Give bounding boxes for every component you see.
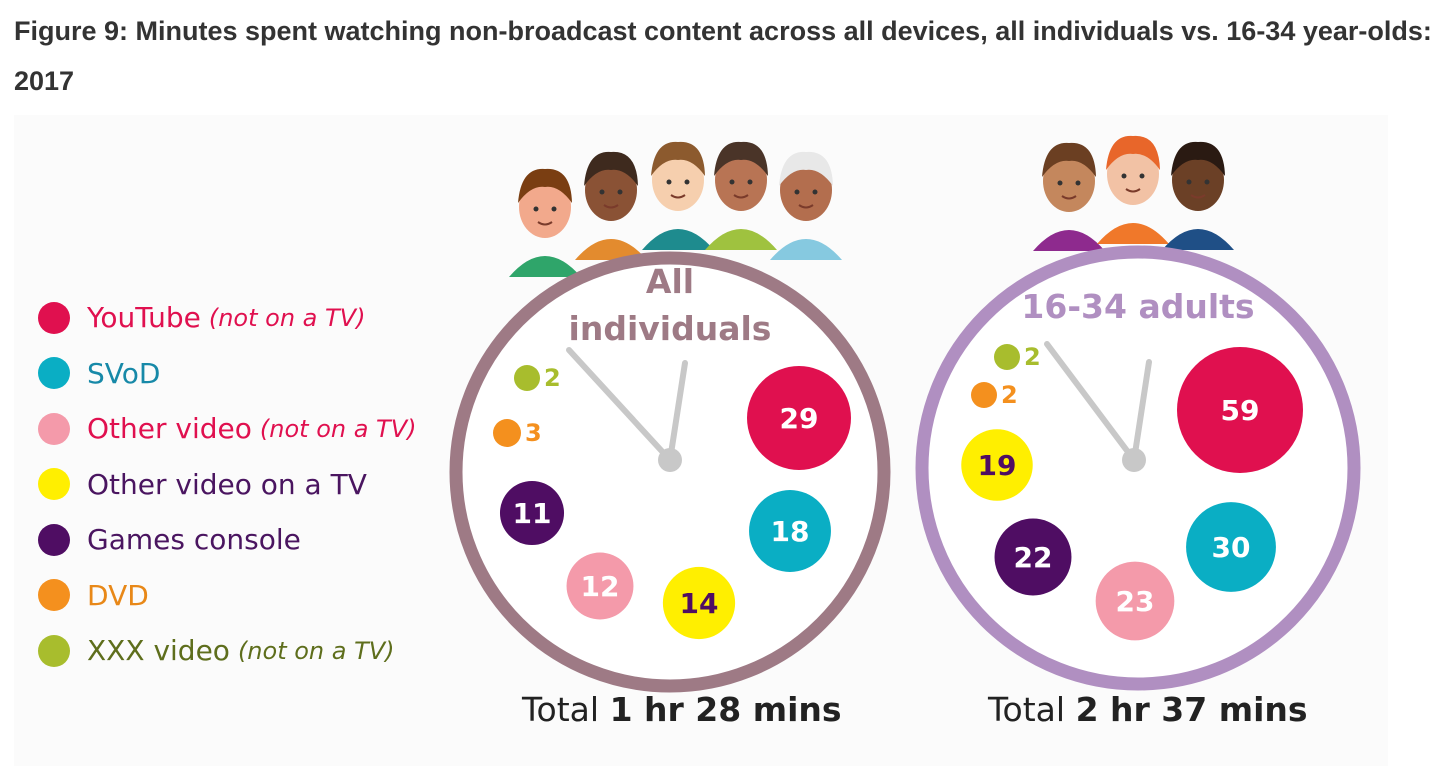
bubble-1634-games-console	[994, 518, 1072, 596]
chart-title: Figure 9: Minutes spent watching non-bro…	[14, 16, 1432, 96]
bubble-all-other-video-tv	[662, 566, 736, 640]
legend-note-xxx-video: (not on a TV)	[237, 636, 395, 665]
bubble-label-all-svod: 18	[771, 515, 810, 548]
clock-title-all-line1: individuals	[569, 309, 772, 348]
person-b1	[1033, 142, 1105, 251]
legend-swatch-svod	[38, 357, 70, 390]
bubble-1634-youtube	[1177, 347, 1303, 473]
legend-label-youtube: YouTube	[87, 301, 201, 335]
person-a1	[509, 168, 581, 277]
legend-swatch-xxx-video	[38, 634, 70, 667]
legend: YouTube (not on a TV) SVoD Other video (…	[38, 290, 417, 679]
bubble-all-other-video	[566, 552, 634, 620]
bubble-all-svod	[749, 490, 831, 572]
clock-hand-all-0	[566, 347, 673, 463]
legend-label-games-console: Games console	[87, 523, 301, 557]
clock-hand-1634-0	[1044, 341, 1137, 463]
legend-item-games-console: Games console	[38, 512, 417, 568]
clock-center-all	[658, 448, 682, 472]
bubble-all-youtube	[747, 366, 851, 470]
person-a4	[705, 141, 777, 250]
person-b3	[1162, 141, 1234, 250]
clock-center-1634	[1122, 448, 1146, 472]
legend-item-xxx-video: XXX video (not on a TV)	[38, 623, 417, 679]
bubble-label-1634-games-console: 22	[1014, 541, 1053, 574]
clock-all: All individuals 29 18 12 14 11 32	[449, 141, 891, 693]
bubble-label-1634-youtube: 59	[1221, 394, 1260, 427]
total-all-individuals: Total 1 hr 28 mins	[522, 690, 842, 729]
bubble-label-all-games-console: 11	[513, 497, 552, 530]
bubble-label-all-dvd: 3	[525, 419, 542, 447]
legend-swatch-dvd	[38, 579, 70, 612]
legend-swatch-other-video	[38, 412, 70, 445]
bubble-label-all-youtube: 29	[780, 402, 819, 435]
legend-item-dvd: DVD	[38, 568, 417, 624]
legend-item-other-video: Other video (not on a TV)	[38, 401, 417, 457]
person-b2	[1097, 135, 1169, 244]
legend-label-other-video: Other video	[87, 412, 252, 446]
clock-title-1634: 16-34 adults	[1021, 287, 1254, 326]
people-illustration-1634	[1033, 135, 1234, 251]
bubble-1634-svod	[1186, 502, 1276, 592]
legend-label-dvd: DVD	[87, 578, 149, 612]
bubble-label-1634-xxx-video: 2	[1024, 343, 1041, 371]
bubble-label-all-other-video-tv: 14	[680, 587, 719, 620]
bubble-1634-xxx-video	[994, 344, 1020, 370]
person-a5	[770, 151, 842, 260]
person-a2	[575, 151, 647, 260]
clock-hand-all-1	[667, 360, 688, 463]
legend-note-other-video: (not on a TV)	[259, 414, 417, 443]
legend-item-youtube: YouTube (not on a TV)	[38, 290, 417, 346]
legend-label-other-video-tv: Other video on a TV	[87, 467, 367, 501]
bubble-1634-other-video-tv	[961, 429, 1033, 501]
bubble-1634-dvd	[971, 382, 997, 408]
bubble-all-games-console	[499, 480, 565, 546]
legend-item-other-video-tv: Other video on a TV	[38, 457, 417, 513]
total-16-34: Total 2 hr 37 mins	[988, 690, 1308, 729]
people-illustration-all	[509, 141, 842, 277]
bubble-all-dvd	[493, 419, 521, 447]
bubble-label-1634-other-video: 23	[1116, 585, 1155, 618]
bubble-label-1634-dvd: 2	[1001, 381, 1018, 409]
bubble-label-1634-svod: 30	[1212, 531, 1251, 564]
legend-label-svod: SVoD	[87, 356, 161, 390]
bubble-label-1634-other-video-tv: 19	[978, 449, 1017, 482]
legend-swatch-games-console	[38, 523, 70, 556]
clock-hand-1634-1	[1131, 359, 1152, 463]
legend-item-svod: SVoD	[38, 346, 417, 402]
bubble-1634-other-video	[1095, 561, 1175, 641]
legend-swatch-youtube	[38, 301, 70, 334]
legend-label-xxx-video: XXX video	[87, 634, 230, 668]
legend-note-youtube: (not on a TV)	[208, 303, 366, 332]
bubble-label-all-other-video: 12	[581, 570, 620, 603]
clock-title-all-line0: All	[646, 262, 694, 301]
bubble-all-xxx-video	[514, 365, 540, 391]
person-a3	[642, 141, 714, 250]
bubble-label-all-xxx-video: 2	[544, 364, 561, 392]
legend-swatch-other-video-tv	[38, 468, 70, 501]
